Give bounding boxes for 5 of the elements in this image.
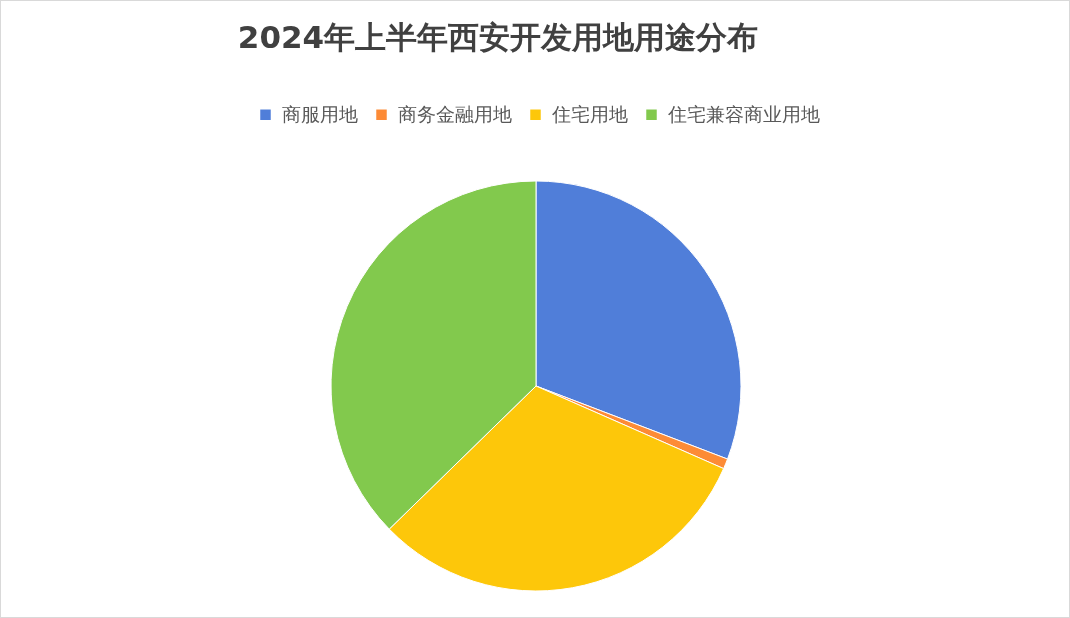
- legend-label: 住宅用地: [551, 102, 628, 125]
- legend-label: 商务金融用地: [398, 102, 512, 125]
- legend-label: 住宅兼容商业用地: [667, 102, 820, 125]
- chart-title: 2024年上半年西安开发用地用途分布: [237, 19, 759, 55]
- legend-label: 商服用地: [282, 102, 358, 125]
